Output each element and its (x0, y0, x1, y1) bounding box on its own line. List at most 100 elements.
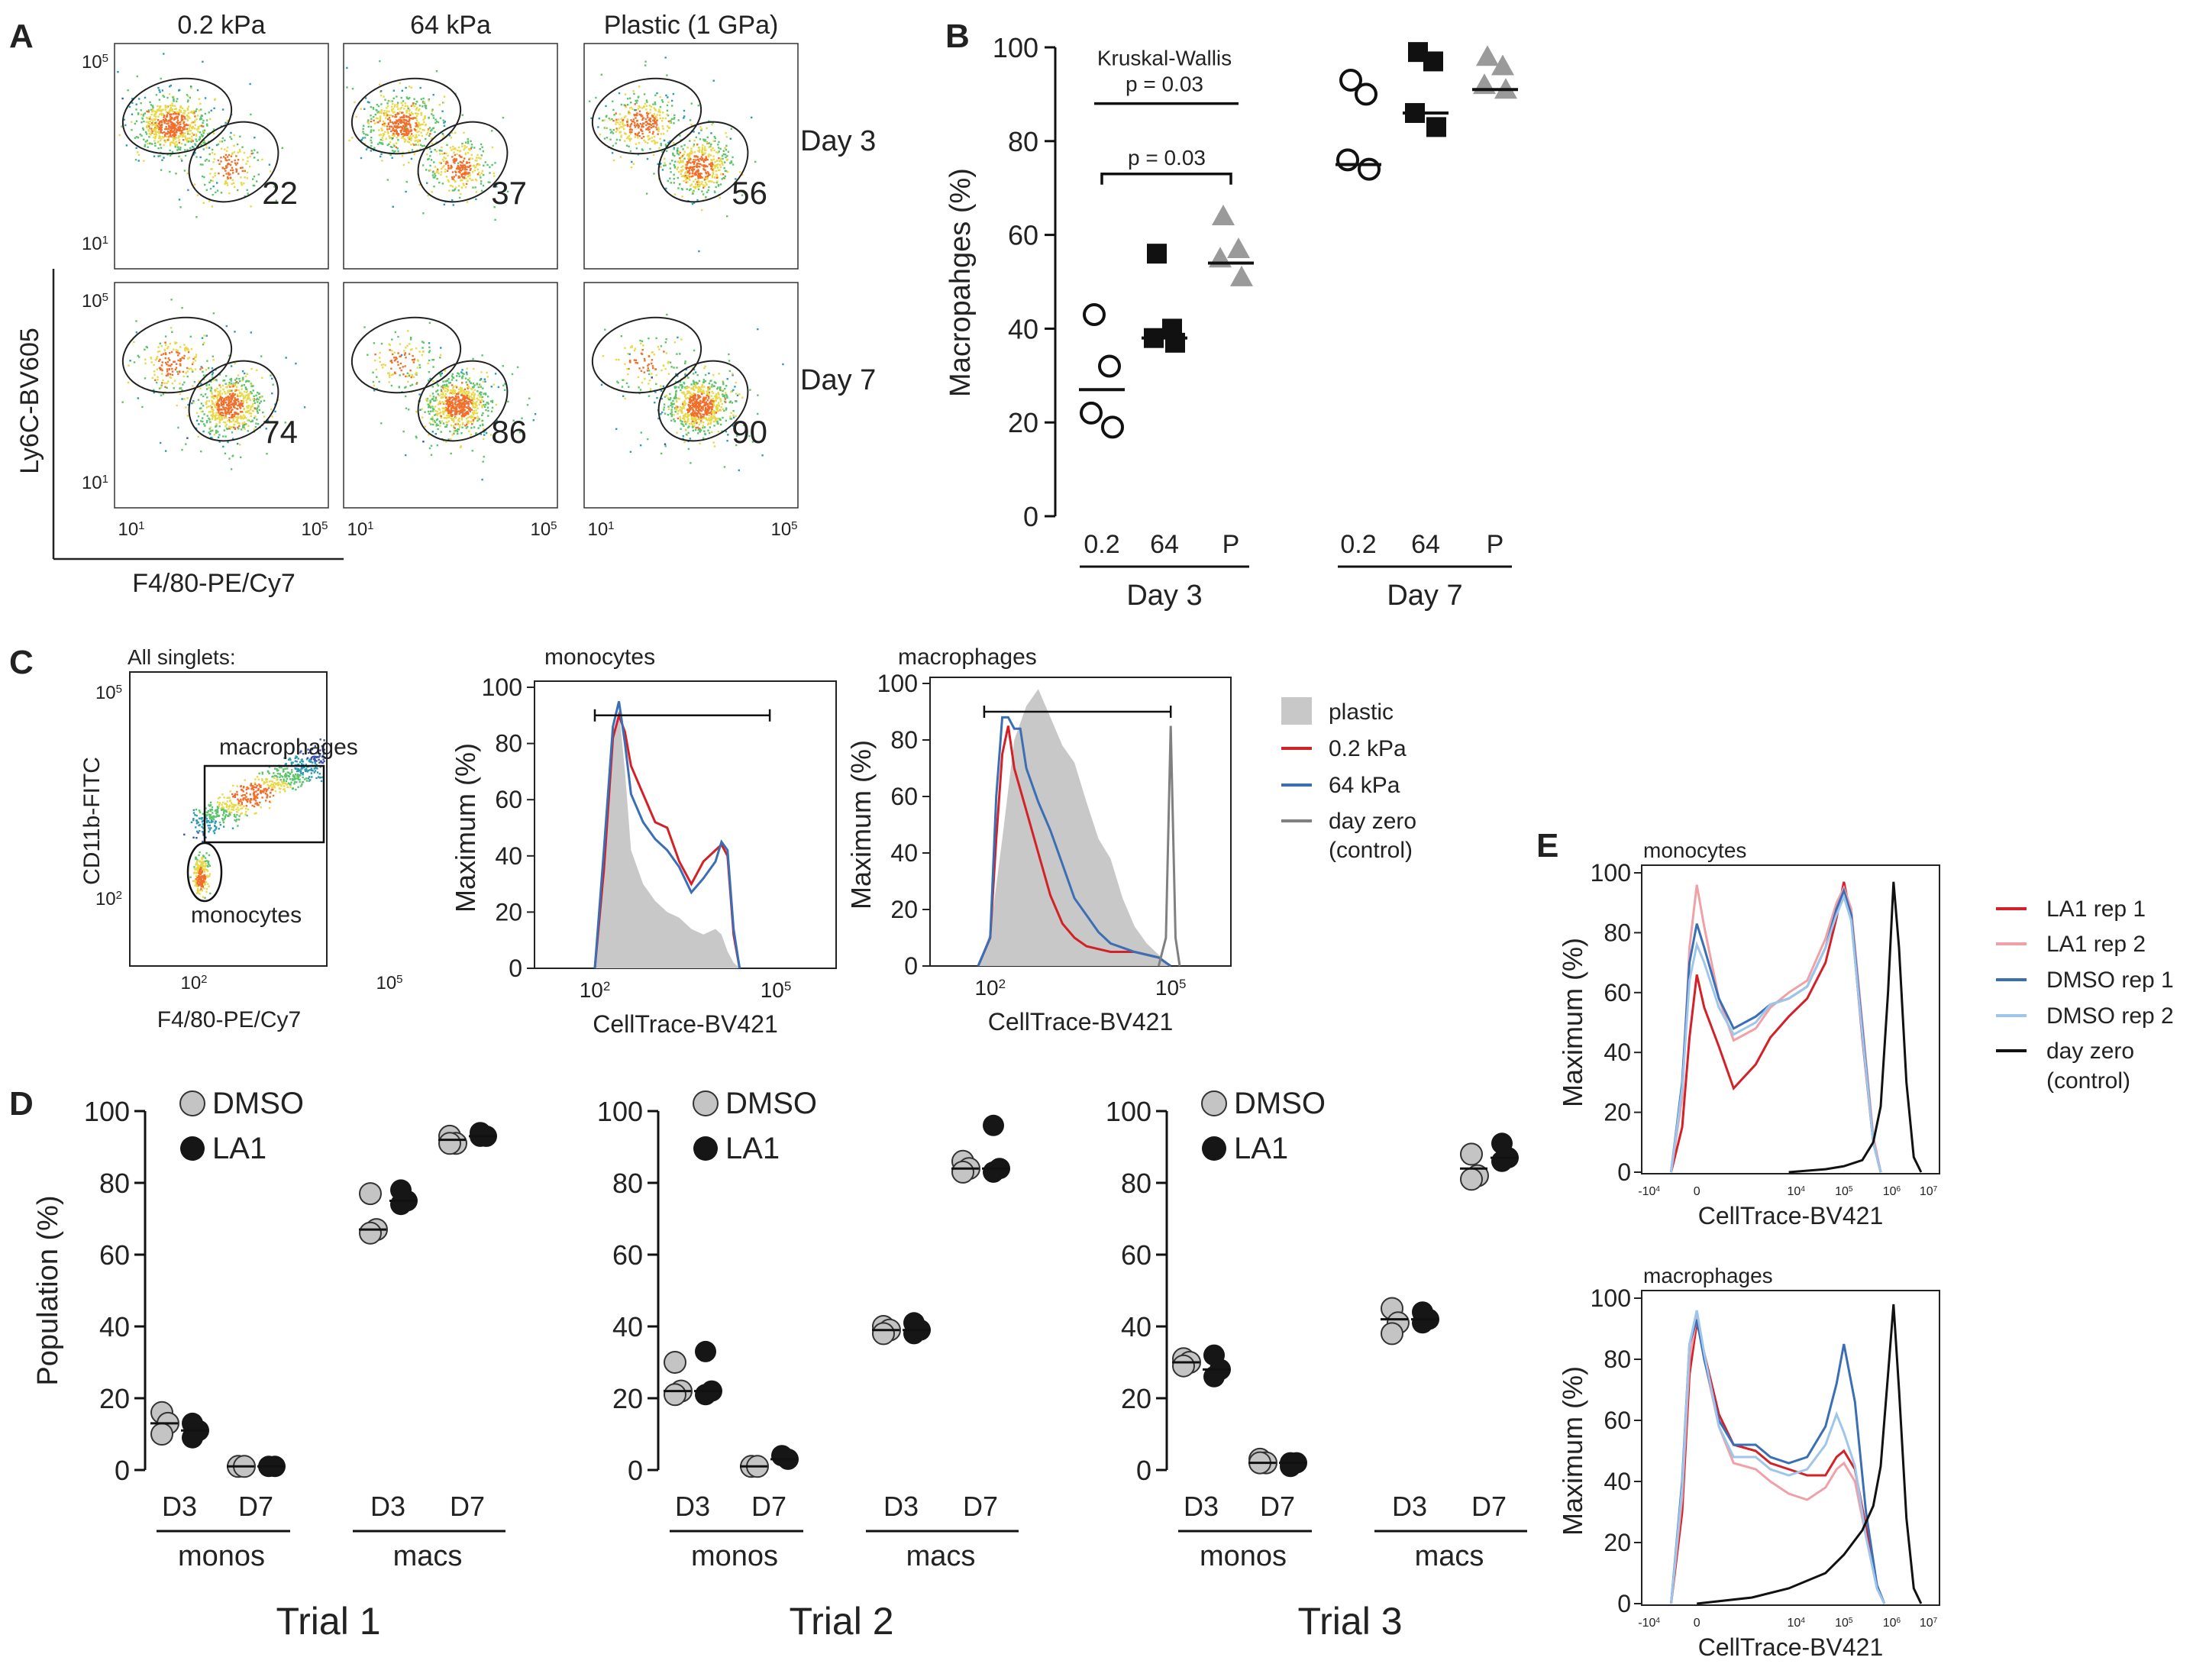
facs-event-dot (453, 189, 456, 192)
facs-event-dot (403, 141, 406, 143)
facs-event-dot (135, 108, 137, 111)
facs-event-dot (426, 131, 429, 134)
facs-event-dot (211, 152, 214, 154)
facs-event-dot (462, 422, 464, 425)
facs-event-dot (454, 162, 456, 164)
facs-event-dot (187, 115, 190, 118)
facs-event-dot (710, 412, 712, 415)
facs-event-dot (470, 409, 473, 411)
facs-event-dot (164, 106, 167, 108)
facs-event-dot (212, 429, 214, 431)
facs-event-dot (441, 386, 443, 388)
facs-event-dot (463, 403, 466, 405)
facs-event-dot (144, 145, 146, 147)
facs-event-dot (673, 148, 675, 150)
facs-event-dot (137, 151, 139, 153)
facs-event-dot (728, 360, 731, 362)
facs-event-dot (693, 163, 696, 165)
facs-event-dot (224, 406, 228, 409)
facs-event-dot (425, 106, 427, 108)
facs-event-dot (446, 402, 448, 405)
facs-event-dot (367, 354, 369, 356)
facs-event-dot (458, 154, 460, 157)
facs-event-dot (195, 108, 198, 111)
facs-event-dot (662, 128, 664, 130)
facs-event-dot (671, 99, 673, 102)
facs-event-dot (181, 389, 183, 392)
facs-event-dot (445, 417, 447, 419)
facs-event-dot (228, 163, 231, 165)
facs-event-dot (454, 170, 457, 173)
facs-event-dot (220, 160, 222, 163)
facs-event-dot (696, 374, 699, 376)
facs-event-dot (156, 111, 158, 113)
facs-event-dot (202, 141, 205, 144)
facs-event-dot (464, 186, 467, 189)
facs-event-dot (180, 126, 182, 128)
facs-event-dot (182, 112, 185, 115)
facs-event-dot (485, 393, 487, 396)
facs-event-dot (699, 422, 702, 424)
facs-event-dot (422, 164, 425, 166)
facs-event-dot (252, 178, 254, 180)
facs-event-dot (648, 355, 651, 357)
facs-event-dot (212, 396, 214, 399)
facs-event-dot (380, 422, 383, 425)
facs-event-dot (226, 412, 228, 415)
facs-event-dot (470, 388, 473, 390)
facs-event-dot (431, 142, 434, 145)
facs-event-dot (693, 151, 696, 153)
facs-event-dot (225, 325, 228, 328)
facs-event-dot (260, 355, 263, 357)
facs-event-dot (179, 147, 182, 149)
facs-event-dot (156, 127, 159, 129)
facs-event-dot (598, 117, 600, 120)
facs-event-dot (710, 419, 712, 422)
facs-event-dot (236, 162, 239, 164)
facs-event-dot (675, 373, 677, 376)
facs-event-dot (461, 145, 463, 147)
facs-event-dot (187, 349, 189, 351)
facs-event-dot (667, 373, 670, 375)
facs-event-dot (460, 432, 463, 435)
facs-event-dot (669, 167, 671, 170)
facs-event-dot (423, 144, 425, 147)
facs-event-dot (448, 382, 451, 384)
facs-event-dot (137, 112, 140, 115)
facs-event-dot (222, 403, 225, 406)
facs-event-dot (629, 107, 631, 109)
facs-event-dot (428, 342, 431, 344)
facs-event-dot (693, 349, 696, 352)
facs-event-dot (221, 108, 224, 111)
facs-event-dot (699, 428, 701, 430)
facs-event-dot (704, 166, 706, 168)
facs-event-dot (477, 427, 480, 429)
facs-event-dot (638, 95, 640, 98)
facs-event-dot (419, 124, 421, 126)
facs-event-dot (169, 376, 171, 379)
facs-event-dot (641, 118, 644, 121)
facs-event-dot (669, 177, 671, 179)
facs-event-dot (644, 64, 647, 66)
facs-event-dot (239, 391, 241, 393)
facs-event-dot (405, 132, 408, 134)
facs-event-dot (212, 402, 215, 405)
facs-event-dot (192, 112, 195, 115)
facs-event-dot (686, 393, 688, 395)
facs-event-dot (699, 176, 702, 179)
facs-event-dot (227, 163, 229, 165)
facs-event-dot (437, 389, 439, 392)
facs-event-dot (173, 360, 176, 363)
facs-event-dot (667, 96, 669, 99)
facs-event-dot (387, 372, 389, 374)
facs-event-dot (723, 466, 726, 468)
facs-event-dot (425, 124, 427, 127)
facs-event-dot (483, 428, 485, 431)
facs-event-dot (152, 106, 154, 108)
x-tick-label: 105 (530, 519, 557, 541)
facs-event-dot (688, 161, 690, 163)
facs-event-dot (257, 159, 259, 161)
facs-event-dot (190, 141, 192, 143)
facs-event-dot (448, 134, 451, 137)
facs-event-dot (670, 397, 672, 399)
